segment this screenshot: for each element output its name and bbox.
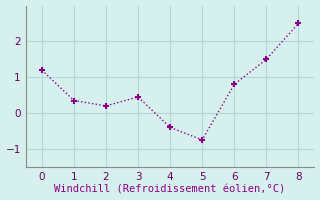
X-axis label: Windchill (Refroidissement éolien,°C): Windchill (Refroidissement éolien,°C) [54, 184, 286, 194]
